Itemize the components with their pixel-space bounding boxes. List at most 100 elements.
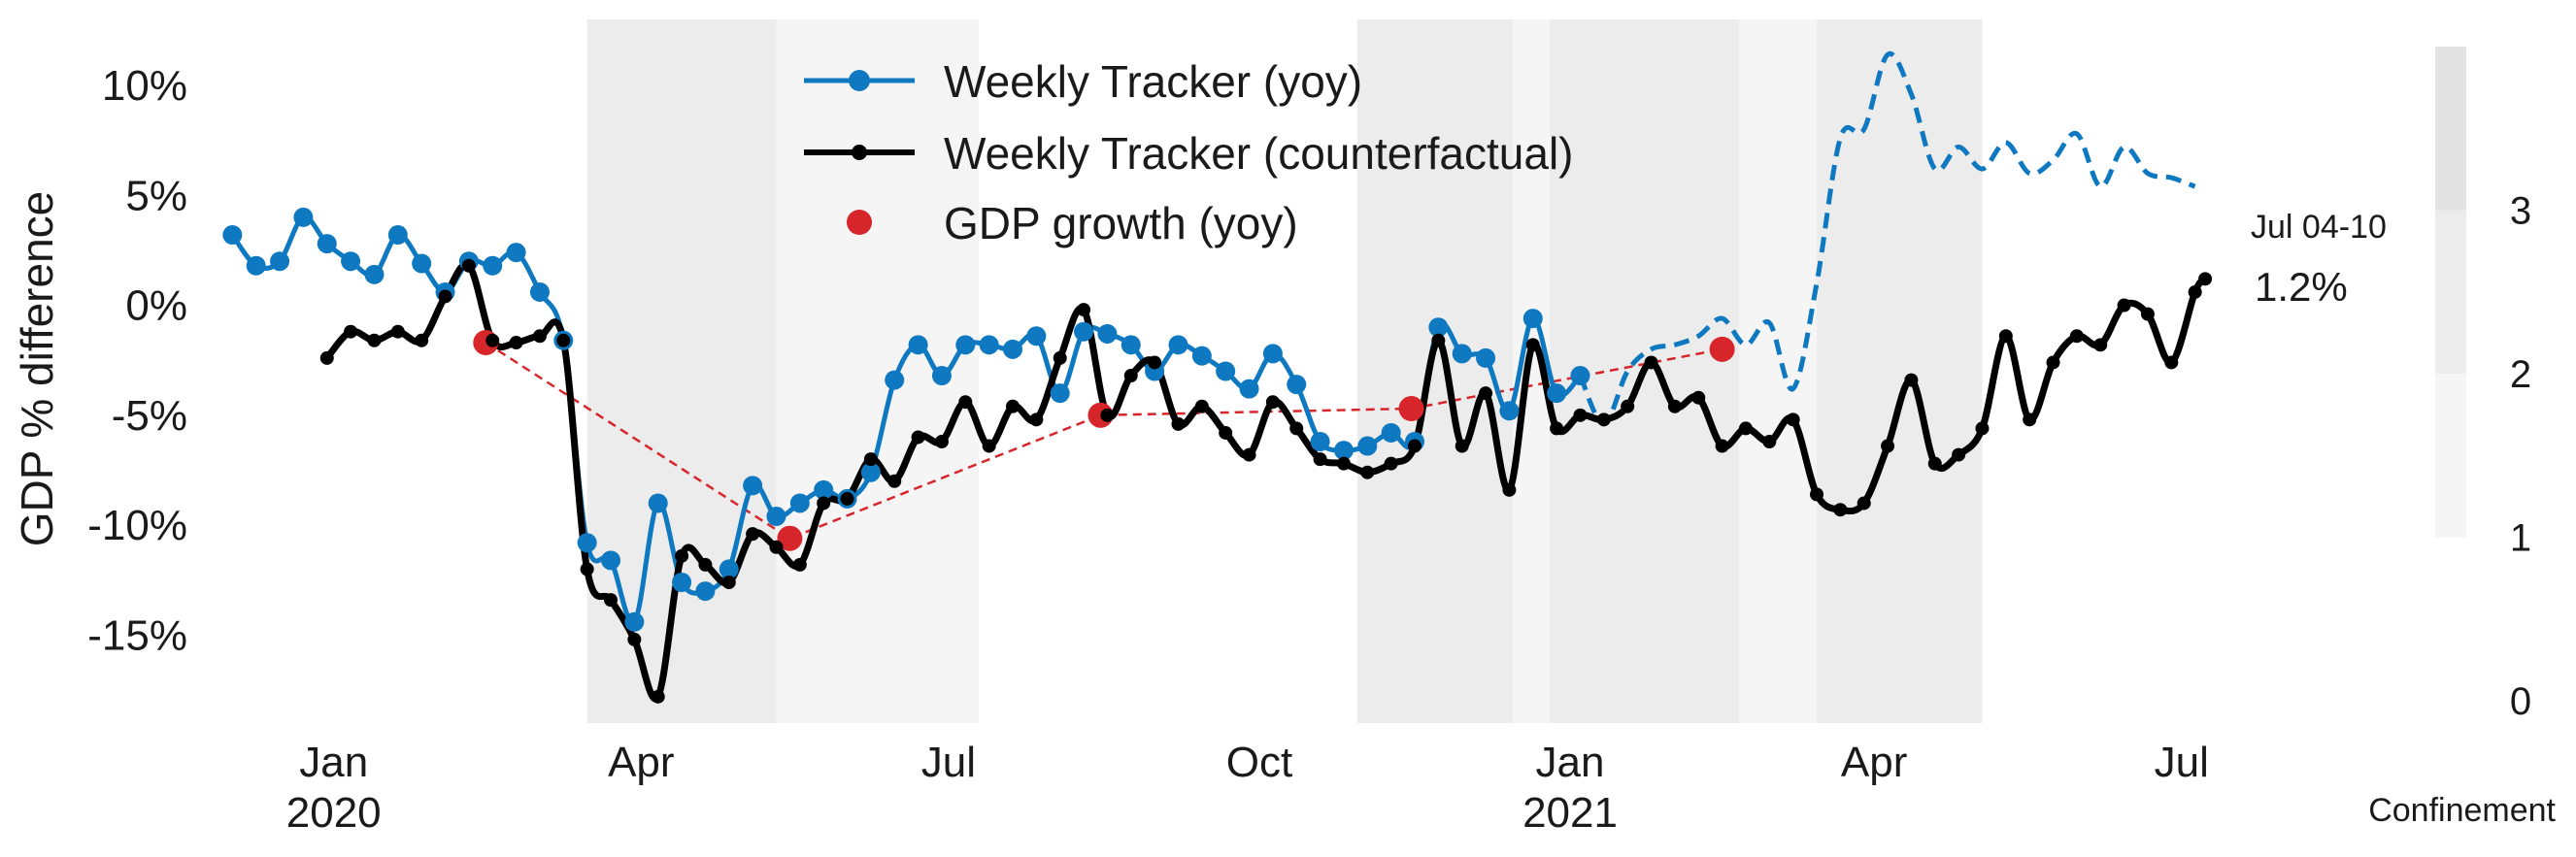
counterfactual-point-8	[509, 336, 523, 350]
counterfactual-point-54	[1596, 412, 1611, 427]
legend-label-counterfactual: Weekly Tracker (counterfactual)	[944, 128, 1574, 179]
colorbar-band-1	[2435, 210, 2466, 374]
weekly-tracker-point-4	[317, 234, 337, 254]
weekly-tracker-point-1	[246, 255, 266, 276]
weekly-tracker-point-45	[1287, 375, 1307, 395]
counterfactual-point-69	[1952, 447, 1966, 462]
x-tick-year-0: 2020	[286, 789, 382, 837]
counterfactual-point-78	[2164, 355, 2179, 370]
weekly-tracker-point-46	[1310, 432, 1330, 451]
counterfactual-point-55	[1621, 399, 1635, 413]
y-tick-label-3: -5%	[112, 392, 187, 440]
counterfactual-point-32	[1077, 303, 1091, 317]
weekly-tracker-point-8	[412, 253, 432, 274]
counterfactual-point-11	[580, 562, 594, 577]
confinement-period-0	[586, 19, 777, 723]
counterfactual-point-33	[1100, 408, 1115, 422]
counterfactual-point-52	[1550, 421, 1564, 436]
counterfactual-point-39	[1242, 447, 1256, 462]
counterfactual-point-72	[2023, 412, 2037, 427]
weekly-tracker-point-30	[931, 366, 952, 386]
weekly-tracker-point-40	[1168, 335, 1188, 355]
counterfactual-point-4	[415, 333, 429, 347]
counterfactual-point-47	[1431, 333, 1446, 347]
weekly-tracker-point-53	[1476, 347, 1496, 368]
counterfactual-point-49	[1479, 386, 1493, 401]
weekly-tracker-point-13	[529, 281, 550, 302]
weekly-tracker-point-2	[270, 251, 290, 272]
series-markers	[222, 207, 2213, 704]
counterfactual-point-79	[2188, 284, 2202, 299]
counterfactual-point-7	[485, 333, 500, 347]
y-axis-ticks: 10% 5% 0% -5% -10% -15%	[87, 62, 187, 659]
weekly-tracker-point-57	[1570, 366, 1590, 386]
counterfactual-point-40	[1265, 395, 1280, 410]
counterfactual-point-37	[1194, 399, 1209, 413]
weekly-tracker-point-16	[601, 550, 620, 571]
weekly-tracker-point-34	[1026, 326, 1047, 346]
counterfactual-point-58	[1691, 390, 1706, 405]
weekly-tracker-point-31	[955, 335, 976, 355]
x-tick-label-5: Apr	[1841, 739, 1907, 786]
weekly-tracker-point-48	[1357, 436, 1378, 456]
confinement-colorbar: 0 1 2 3	[2435, 47, 2531, 723]
counterfactual-point-16	[698, 557, 713, 572]
counterfactual-point-51	[1525, 338, 1540, 352]
weekly-tracker-point-6	[364, 264, 385, 284]
weekly-tracker-point-24	[789, 493, 810, 513]
weekly-tracker-point-44	[1262, 344, 1283, 364]
counterfactual-point-74	[2069, 329, 2084, 344]
counterfactual-point-67	[1904, 373, 1919, 387]
counterfactual-point-68	[1927, 456, 1942, 471]
counterfactual-point-59	[1715, 439, 1729, 453]
counterfactual-point-48	[1455, 439, 1469, 453]
counterfactual-point-73	[2046, 355, 2060, 370]
counterfactual-point-75	[2093, 338, 2108, 352]
counterfactual-point-30	[1029, 412, 1044, 427]
counterfactual-point-1	[344, 324, 358, 339]
weekly-tracker-point-51	[1428, 317, 1449, 338]
weekly-tracker-point-21	[719, 559, 739, 579]
y-tick-label-2: 0%	[125, 282, 187, 330]
legend-label-gdp-growth: GDP growth (yoy)	[944, 198, 1298, 248]
weekly-tracker-point-41	[1191, 346, 1212, 366]
weekly-tracker-point-23	[766, 507, 786, 527]
weekly-tracker-point-28	[885, 370, 905, 390]
counterfactual-point-17	[721, 576, 736, 589]
counterfactual-point-20	[792, 557, 807, 572]
counterfactual-point-6	[461, 258, 476, 273]
y-tick-label-4: -10%	[87, 502, 187, 549]
colorbar-band-2	[2435, 47, 2466, 211]
counterfactual-point-21	[817, 496, 831, 511]
counterfactual-point-5	[438, 289, 452, 304]
colorbar-tick-3: 3	[2510, 190, 2531, 233]
counterfactual-point-25	[911, 430, 925, 445]
counterfactual-point-9	[532, 329, 547, 344]
counterfactual-point-62	[1786, 412, 1800, 427]
x-tick-label-2: Jul	[921, 739, 976, 786]
weekly-tracker-point-22	[743, 476, 763, 496]
weekly-tracker-dashed-line	[1578, 50, 2196, 427]
confinement-period-5	[1738, 19, 1817, 723]
counterfactual-point-56	[1644, 355, 1658, 370]
counterfactual-point-22	[840, 491, 854, 506]
weekly-tracker-point-43	[1239, 379, 1259, 399]
colorbar-band-0	[2435, 374, 2466, 538]
counterfactual-point-29	[1006, 399, 1020, 413]
counterfactual-point-23	[863, 452, 878, 467]
counterfactual-point-12	[604, 593, 618, 608]
counterfactual-point-31	[1053, 350, 1067, 365]
y-tick-label-1: 5%	[125, 172, 187, 219]
colorbar-tick-1: 1	[2510, 517, 2531, 560]
weekly-tracker-point-36	[1074, 321, 1094, 342]
confinement-period-2	[1356, 19, 1513, 723]
counterfactual-point-71	[1998, 329, 2013, 344]
weekly-tracker-point-18	[648, 493, 668, 513]
weekly-tracker-point-12	[506, 243, 526, 263]
weekly-tracker-point-17	[624, 611, 645, 632]
counterfactual-point-64	[1833, 503, 1848, 517]
weekly-tracker-point-37	[1097, 323, 1118, 344]
counterfactual-point-3	[390, 324, 405, 339]
colorbar-tick-0: 0	[2510, 680, 2531, 723]
